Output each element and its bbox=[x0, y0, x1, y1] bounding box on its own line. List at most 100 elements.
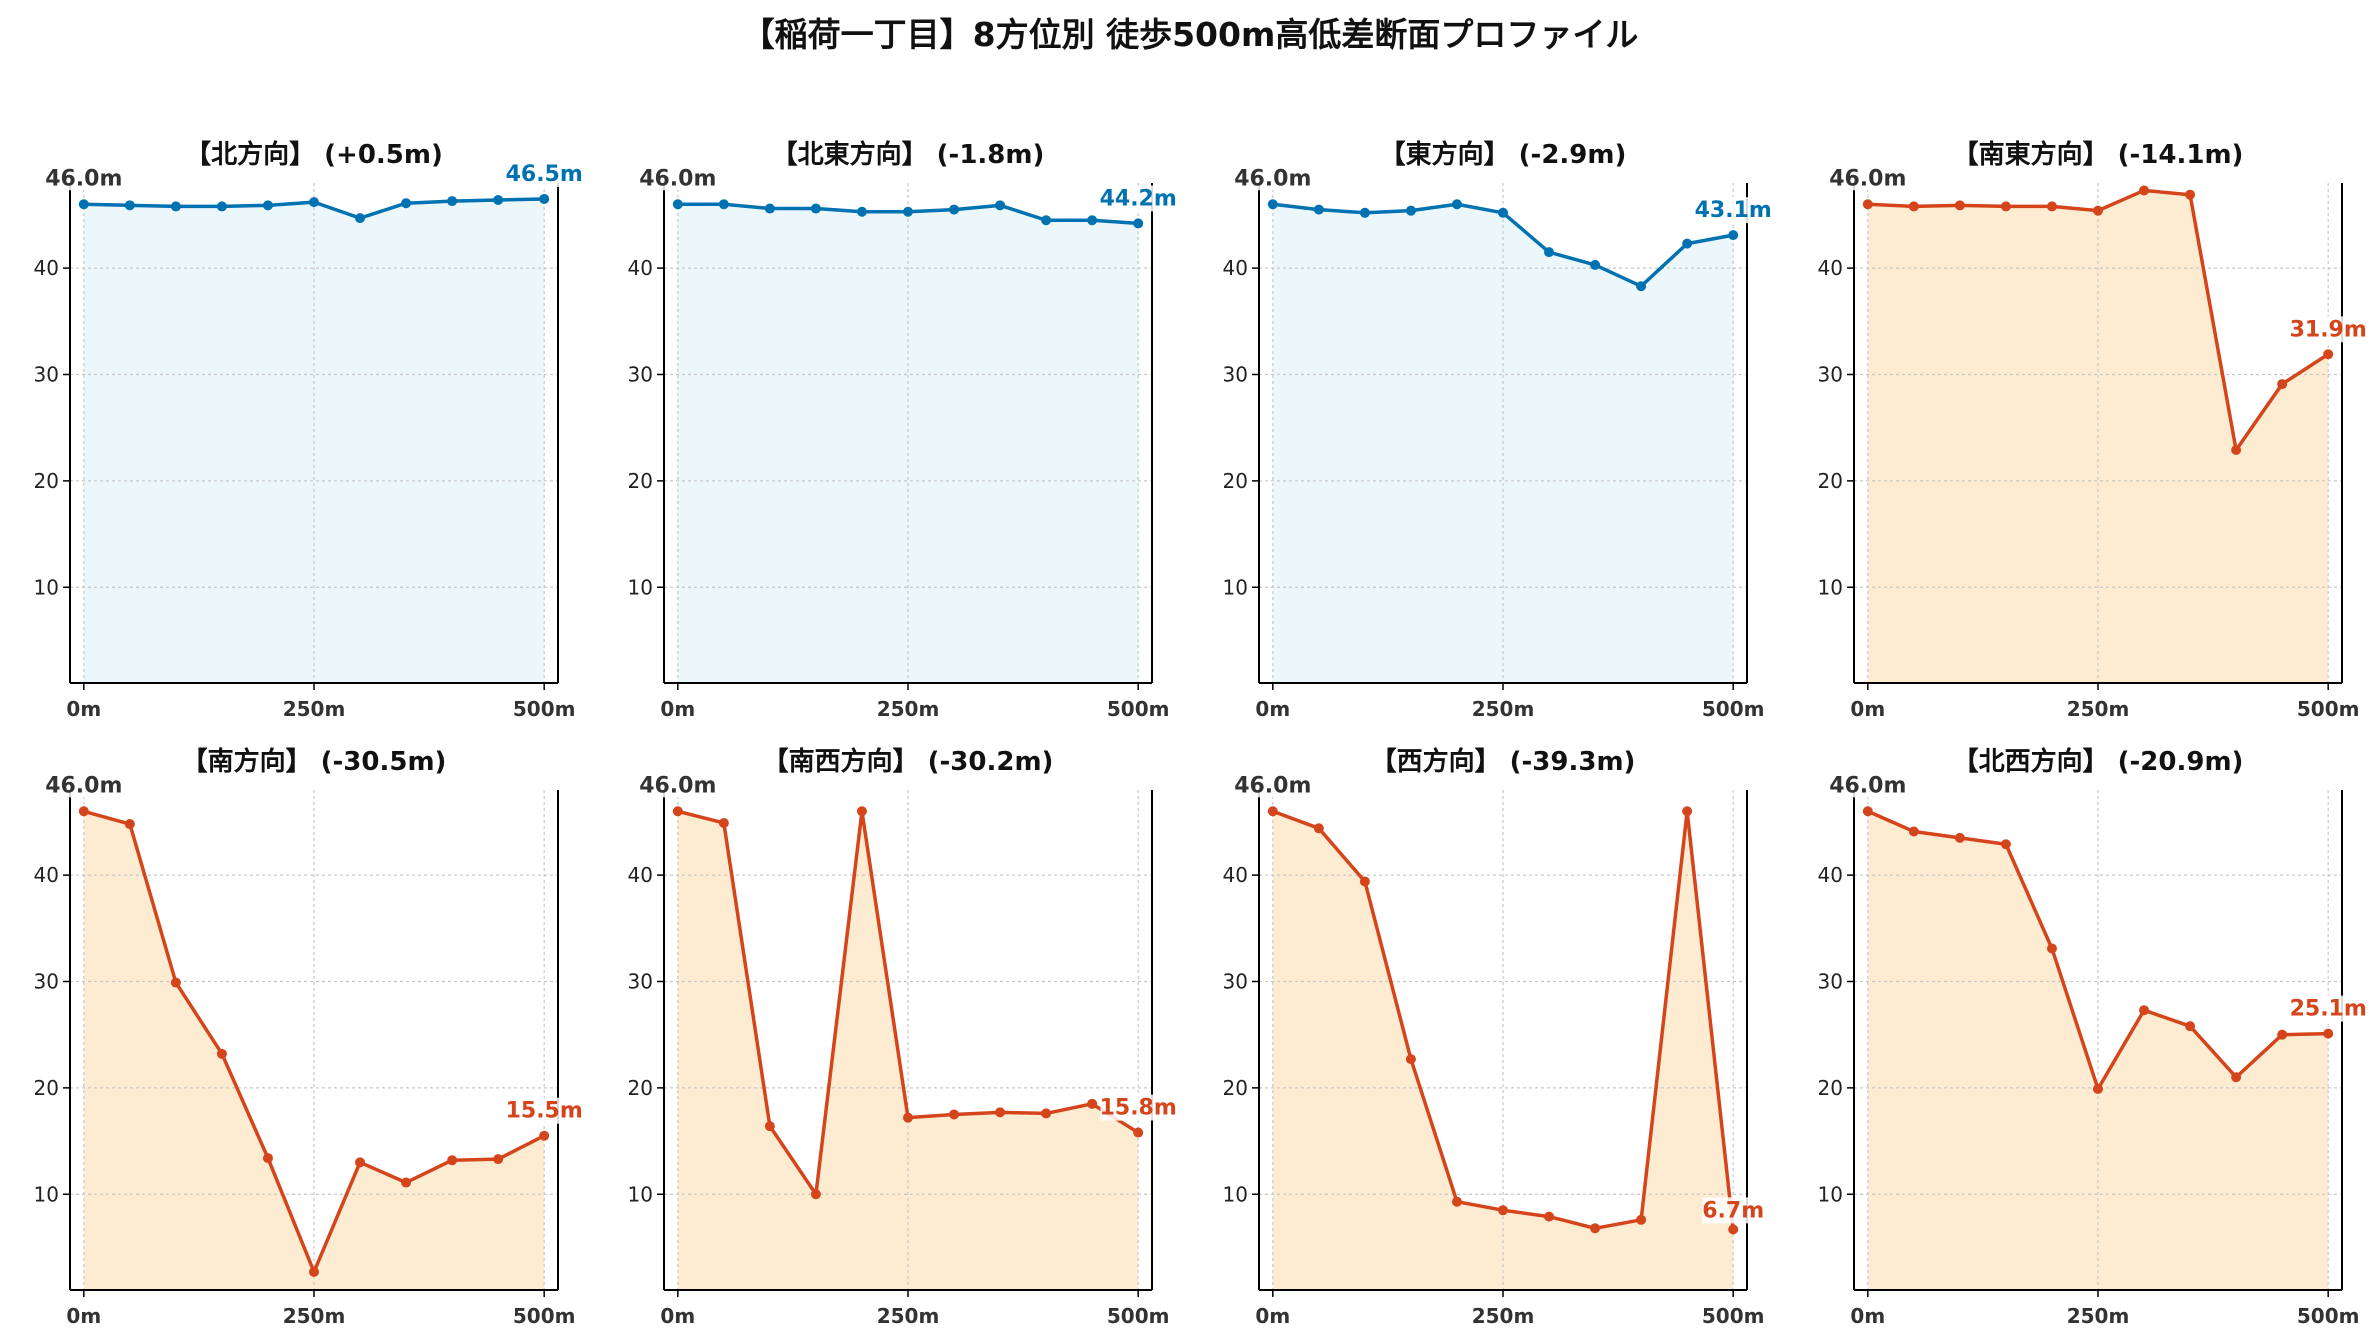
data-point bbox=[810, 1189, 821, 1200]
y-tick-label: 40 bbox=[628, 863, 653, 887]
y-tick-label: 20 bbox=[34, 469, 59, 493]
data-point bbox=[216, 201, 227, 212]
end-label-bg bbox=[1100, 1094, 1176, 1121]
y-tick-label: 40 bbox=[34, 863, 59, 887]
x-tick-label: 0m bbox=[1850, 1304, 1885, 1328]
end-label-bg bbox=[2290, 995, 2366, 1022]
data-point bbox=[672, 199, 683, 210]
y-tick-label: 40 bbox=[628, 256, 653, 280]
y-tick-label: 20 bbox=[628, 469, 653, 493]
data-point bbox=[170, 977, 181, 988]
start-label-bg bbox=[633, 773, 720, 798]
end-elevation-label: 6.7m bbox=[1702, 1198, 1764, 1223]
area-fill bbox=[1867, 811, 2329, 1290]
y-tick-label: 10 bbox=[34, 575, 59, 599]
y-tick-label: 20 bbox=[1818, 1076, 1843, 1100]
x-tick-label: 500m bbox=[513, 1304, 576, 1328]
x-tick-label: 250m bbox=[2067, 697, 2130, 721]
data-point bbox=[672, 806, 683, 817]
y-tick-label: 10 bbox=[1223, 1182, 1248, 1206]
x-tick-label: 0m bbox=[1850, 697, 1885, 721]
x-tick-label: 500m bbox=[1107, 1304, 1170, 1328]
end-label-bg bbox=[1695, 197, 1771, 224]
data-point bbox=[309, 197, 319, 208]
data-point bbox=[1359, 207, 1370, 218]
start-label-bg bbox=[1823, 166, 1910, 191]
y-tick-label: 40 bbox=[1818, 863, 1843, 887]
subplot-title: 【南東方向】 (-14.1m) bbox=[1953, 139, 2244, 170]
data-point bbox=[2277, 1029, 2288, 1040]
x-tick-label: 250m bbox=[283, 697, 346, 721]
start-elevation-label: 46.0m bbox=[45, 166, 122, 191]
x-tick-label: 0m bbox=[660, 1304, 695, 1328]
x-tick-label: 500m bbox=[2297, 1304, 2360, 1328]
area-fill bbox=[677, 811, 1139, 1290]
data-point bbox=[262, 200, 273, 211]
data-point bbox=[2046, 943, 2057, 954]
data-point bbox=[2093, 205, 2103, 216]
area-fill bbox=[83, 198, 545, 683]
subplot-2: 【北東方向】 (-1.8m) 10 20 30 40 0m 250m 500m 46.0m 44.… bbox=[628, 139, 1177, 721]
data-point bbox=[1862, 806, 1873, 817]
start-elevation-label: 46.0m bbox=[639, 773, 716, 798]
y-tick-label: 20 bbox=[1223, 1076, 1248, 1100]
data-point bbox=[764, 1121, 775, 1132]
start-elevation-label: 46.0m bbox=[1234, 166, 1311, 191]
end-label-bg bbox=[2290, 316, 2366, 343]
subplot-title: 【東方向】 (-2.9m) bbox=[1380, 139, 1627, 170]
y-tick-label: 10 bbox=[628, 1182, 653, 1206]
start-label-bg bbox=[633, 166, 720, 191]
subplot-title: 【西方向】 (-39.3m) bbox=[1371, 746, 1636, 777]
data-point bbox=[493, 1154, 504, 1165]
subplot-title: 【北方向】 (+0.5m) bbox=[185, 139, 443, 170]
y-tick-label: 40 bbox=[1223, 256, 1248, 280]
y-tick-label: 30 bbox=[1818, 362, 1843, 386]
data-point bbox=[2139, 1005, 2150, 1016]
data-point bbox=[1908, 826, 1919, 837]
area-fill bbox=[1272, 811, 1734, 1290]
start-elevation-label: 46.0m bbox=[639, 166, 716, 191]
subplot-title: 【南方向】 (-30.5m) bbox=[182, 746, 447, 777]
area-fill bbox=[83, 811, 545, 1290]
start-label-bg bbox=[1823, 773, 1910, 798]
y-tick-label: 30 bbox=[1818, 969, 1843, 993]
data-point bbox=[493, 195, 504, 206]
end-elevation-label: 43.1m bbox=[1695, 198, 1772, 223]
start-elevation-label: 46.0m bbox=[1234, 773, 1311, 798]
data-point bbox=[539, 1130, 550, 1141]
data-point bbox=[401, 198, 412, 209]
figure-title: 【稲荷一丁目】8方位別 徒歩500m高低差断面プロファイル bbox=[741, 15, 1639, 54]
data-point bbox=[810, 203, 821, 214]
subplot-4: 【南東方向】 (-14.1m) 10 20 30 40 0m 250m 500m 46.0m 31… bbox=[1818, 139, 2367, 721]
x-tick-label: 250m bbox=[1472, 697, 1535, 721]
data-point bbox=[2323, 349, 2334, 360]
x-tick-label: 0m bbox=[1255, 1304, 1290, 1328]
data-point bbox=[1133, 218, 1144, 229]
subplot-3: 【東方向】 (-2.9m) 10 20 30 40 0m 250m 500m 46.0m 43.1… bbox=[1223, 139, 1772, 721]
start-label-bg bbox=[39, 166, 126, 191]
data-point bbox=[1267, 806, 1278, 817]
end-elevation-label: 31.9m bbox=[2290, 317, 2367, 342]
data-point bbox=[1087, 1098, 1098, 1109]
data-point bbox=[1862, 199, 1873, 210]
data-point bbox=[1267, 199, 1278, 210]
x-tick-label: 250m bbox=[2067, 1304, 2130, 1328]
data-point bbox=[78, 806, 89, 817]
y-tick-label: 40 bbox=[34, 256, 59, 280]
data-point bbox=[1451, 1196, 1462, 1207]
start-label-bg bbox=[39, 773, 126, 798]
data-point bbox=[1544, 1211, 1555, 1222]
data-point bbox=[539, 193, 550, 204]
data-point bbox=[2000, 839, 2011, 850]
data-point bbox=[2323, 1028, 2334, 1039]
data-point bbox=[1359, 876, 1370, 887]
y-tick-label: 30 bbox=[34, 362, 59, 386]
data-point bbox=[949, 1109, 960, 1120]
y-tick-label: 20 bbox=[1223, 469, 1248, 493]
data-point bbox=[1313, 204, 1324, 215]
data-point bbox=[447, 1155, 458, 1166]
x-tick-label: 500m bbox=[2297, 697, 2360, 721]
start-label-bg bbox=[1228, 773, 1315, 798]
data-point bbox=[309, 1266, 319, 1277]
data-point bbox=[124, 819, 135, 830]
